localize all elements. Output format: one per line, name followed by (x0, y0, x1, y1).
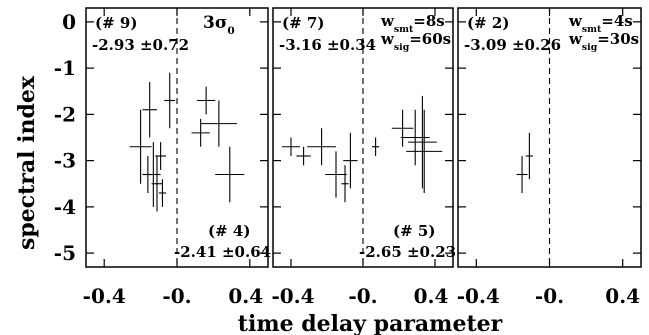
data-point-cross (406, 109, 443, 193)
sigma-threshold-label: 3σ0 (203, 13, 235, 37)
y-tick-label: -4 (54, 195, 76, 219)
panel-fit-value: -3.16 ±0.34 (279, 36, 376, 54)
data-point-cross (296, 146, 311, 166)
data-point-cross (155, 142, 167, 170)
y-tick-label: -3 (54, 149, 76, 173)
x-tick-label: 0.4 (228, 284, 263, 308)
panel-fit-value: -2.41 ±0.64 (174, 243, 271, 261)
data-point-cross (146, 142, 161, 207)
panel-id-label: (# 7) (282, 14, 324, 32)
y-axis-label: spectral index (14, 75, 40, 250)
data-point-cross (343, 132, 358, 189)
x-axis-label: time delay parameter (238, 311, 503, 335)
data-point-cross (372, 137, 380, 156)
x-tick-label: -0. (162, 284, 191, 308)
y-tick-label: -1 (54, 56, 76, 80)
data-point-cross (164, 72, 176, 129)
data-point-cross (200, 100, 238, 147)
smoothing-window-label: wsmt=4s (568, 12, 633, 35)
data-point-cross (408, 95, 437, 189)
x-tick-label: 0.4 (605, 284, 640, 308)
x-tick-label: -0.4 (83, 284, 126, 308)
smoothing-window-label: wsmt=8s (380, 12, 445, 35)
data-point-cross (129, 109, 152, 184)
data-point-cross (341, 165, 349, 203)
panel-fit-value: -3.09 ±0.26 (464, 36, 561, 54)
data-point-cross (215, 146, 245, 203)
sigma-window-label: wsig=60s (380, 30, 451, 53)
x-tick-label: -0.4 (271, 284, 314, 308)
panel-id-label: (# 4) (208, 222, 250, 240)
panel-id-label: (# 2) (467, 14, 509, 32)
data-point-cross (525, 132, 534, 180)
x-tick-label: -0.4 (457, 284, 500, 308)
sigma-window-label: wsig=30s (568, 30, 639, 53)
data-point-cross (307, 128, 336, 166)
data-point-cross (516, 156, 528, 193)
data-point-cross (197, 86, 216, 115)
y-tick-labels: 0 -1 -2 -3 -4 -5 (54, 10, 76, 265)
y-tick-label: 0 (62, 10, 76, 34)
data-point-cross (142, 82, 157, 138)
y-tick-label: -5 (54, 241, 76, 265)
x-tick-label: -0. (348, 284, 377, 308)
data-point-cross (391, 109, 414, 147)
x-tick-label: 0.4 (414, 284, 449, 308)
panel-fit-value: -2.65 ±0.23 (359, 243, 456, 261)
data-point-cross (151, 156, 163, 212)
panel-id-label: (# 9) (95, 14, 137, 32)
data-point-cross (282, 137, 300, 156)
x-tick-label: -0. (535, 284, 564, 308)
panel-id-label: (# 5) (393, 222, 435, 240)
data-point-cross (158, 179, 167, 207)
data-point-cross (400, 109, 430, 166)
panel-fit-value: -2.93 ±0.72 (92, 36, 189, 54)
y-tick-label: -2 (54, 102, 76, 126)
panel-1: (# 9) -2.93 ±0.72 3σ0 (# 4) -2.41 ±0.64 (85, 7, 271, 268)
data-point-cross (325, 151, 347, 198)
